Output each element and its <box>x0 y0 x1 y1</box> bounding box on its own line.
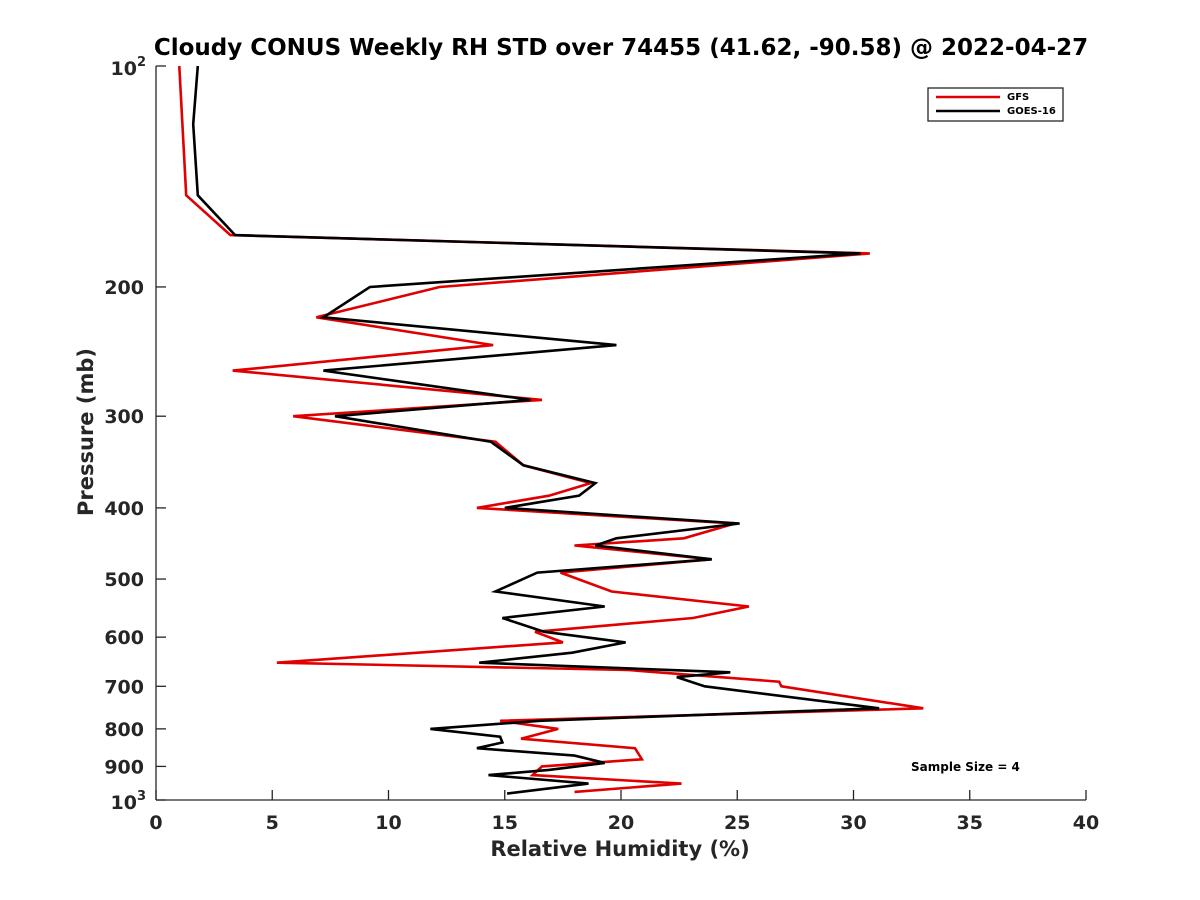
legend-label-gfs: GFS <box>1007 92 1029 103</box>
x-tick-label: 25 <box>724 812 750 834</box>
chart-title: Cloudy CONUS Weekly RH STD over 74455 (4… <box>154 35 1088 61</box>
x-tick-label: 40 <box>1073 812 1099 834</box>
y-tick-label: 900 <box>104 756 144 778</box>
y-tick-label: 800 <box>104 719 144 741</box>
x-tick-label: 35 <box>957 812 983 834</box>
y-tick-label: 700 <box>104 676 144 698</box>
x-tick-label: 30 <box>840 812 866 834</box>
y-tick-label: 600 <box>104 627 144 649</box>
y-axis: 102 200 300 400 500 600 700 800 900 103 <box>104 55 166 814</box>
x-tick-label: 5 <box>266 812 279 834</box>
y-tick-label: 300 <box>104 406 144 428</box>
plot-area <box>178 65 924 795</box>
y-tick-label: 102 <box>111 55 147 80</box>
y-tick-label: 103 <box>111 789 147 814</box>
y-tick-label: 200 <box>104 277 144 299</box>
series-line-gfs <box>178 65 924 794</box>
y-tick-label: 500 <box>104 569 144 591</box>
x-tick-label: 20 <box>608 812 634 834</box>
legend-box <box>927 87 1064 122</box>
x-tick-label: 10 <box>375 812 401 834</box>
x-tick-label: 15 <box>492 812 518 834</box>
legend-label-goes16: GOES-16 <box>1007 106 1056 117</box>
y-axis-label: Pressure (mb) <box>74 348 98 516</box>
y-tick-label: 400 <box>104 498 144 520</box>
series-line-goes16 <box>191 65 880 795</box>
x-axis: 0 5 10 15 20 25 30 35 40 <box>149 790 1099 834</box>
x-axis-label: Relative Humidity (%) <box>490 837 749 861</box>
legend: GFS GOES-16 <box>927 87 1064 122</box>
x-tick-label: 0 <box>149 812 162 834</box>
sample-size-annotation: Sample Size = 4 <box>911 760 1020 774</box>
